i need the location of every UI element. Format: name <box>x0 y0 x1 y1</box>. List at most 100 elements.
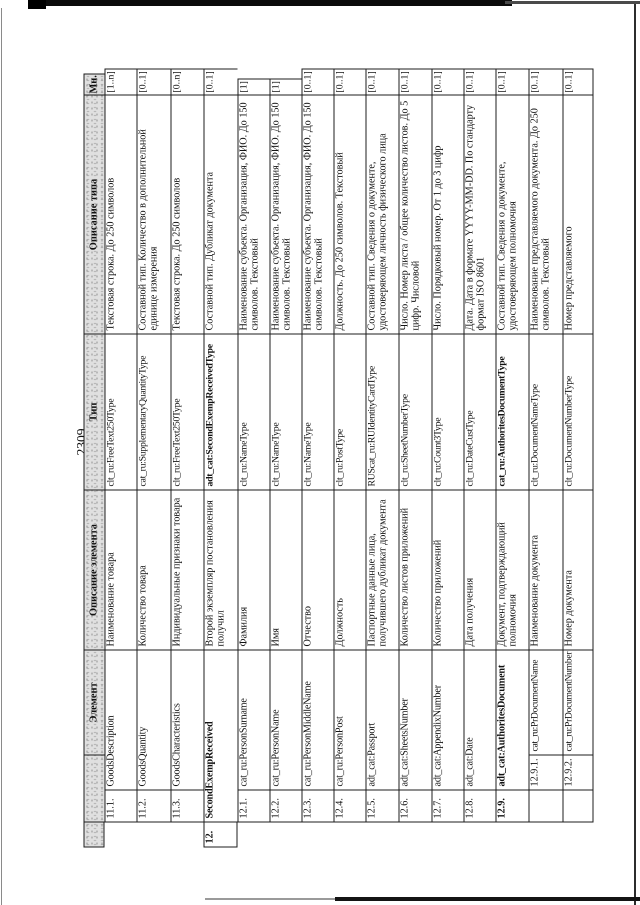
header-cell-type-desc: Описание типа <box>83 95 105 335</box>
cell-element: cat_ru:PrDocumentName <box>528 650 563 756</box>
cell-type: clt_ru:PostType <box>333 334 366 491</box>
cell-element-desc: Количество листов приложений <box>398 490 432 651</box>
cell-type: clt_ru:DateCustType <box>463 334 496 491</box>
cell-type-desc: Наименование субъекта. Организация, ФИО.… <box>237 95 270 335</box>
cell-num: 11.3. <box>170 790 204 823</box>
row-indent-spacer <box>464 823 496 848</box>
table-row: 12.6. adt_cat:SheetsNumber Количество ли… <box>398 61 432 848</box>
cell-element: cat_ru:PersonMiddleName <box>301 650 334 791</box>
cell-element-desc: Отчество <box>301 490 334 651</box>
table-row: 11.2. GoodsQuantity Количество товара ca… <box>136 61 171 848</box>
cell-type: clt_ru:Count3Type <box>431 334 464 491</box>
header-cell-mult: Мн. <box>83 73 105 96</box>
cell-type: clt_ru:DocumentNameType <box>528 334 563 491</box>
cell-type: clt_ru:FreeText250Type <box>104 334 137 491</box>
scan-edge-top-tail <box>505 1 640 4</box>
row-indent-spacer <box>399 823 432 848</box>
cell-type-desc: Должность. До 250 символов. Текстовый <box>333 95 366 335</box>
cell-element-desc: Наименование документа <box>528 490 563 651</box>
cell-type: clt_ru:NameType <box>237 334 270 491</box>
cell-type-desc: Составной тип. Количество в дополнительн… <box>136 95 171 335</box>
cell-mult: [0..1] <box>431 68 464 96</box>
cell-num: 12. <box>203 822 238 848</box>
cell-type: clt_ru:FreeText250Type <box>170 334 204 491</box>
cell-element-desc: Наименование товара <box>104 490 137 651</box>
cell-element: GoodsCharacteristics <box>170 650 204 791</box>
cell-num: 12.9.2. <box>562 755 594 791</box>
row-indent-spacer <box>529 823 563 848</box>
cell-type-desc: Номер представляемого <box>562 95 594 335</box>
cell-element-desc: Должность <box>333 490 366 651</box>
cell-type: adt_cat:SecondExempReceivedType <box>203 334 238 491</box>
table-row: 12.4. cat_ru:PersonPost Должность clt_ru… <box>333 61 366 848</box>
cell-mult: [0..1] <box>203 68 238 96</box>
scan-edge-bottom-gray <box>205 898 335 900</box>
cell-mult: [0..1] <box>333 68 366 96</box>
table-row: 12.2. cat_ru:PersonName Имя clt_ru:NameT… <box>269 61 302 848</box>
cell-element-desc: Дата получения <box>463 490 496 651</box>
cell-element: adt_cat:AuthoritesDocument <box>495 650 529 791</box>
cell-element: adt_cat:AppendixNumber <box>431 650 464 791</box>
rotated-table: Элемент Описание элемента Тип Описание т… <box>83 61 594 848</box>
table-row: 12.9.2. cat_ru:PrDocumentNumber Номер до… <box>562 61 594 848</box>
cell-mult: [1] <box>237 78 270 96</box>
scan-edge-top <box>28 0 512 6</box>
cell-type-desc: Составной тип. Сведения о документе, удо… <box>365 95 399 335</box>
cell-num: 12.9.1. <box>528 755 563 791</box>
cell-mult: [0..1] <box>365 68 399 96</box>
table-row: 11.1. GoodsDescription Наименование това… <box>104 61 137 848</box>
cell-mult: [0..1] <box>463 68 496 96</box>
cell-element: SecondExempReceived <box>203 650 238 823</box>
cell-num: 11.1. <box>104 790 137 823</box>
cell-element-desc: Количество приложений <box>431 490 464 651</box>
cell-element-desc: Второй экземпляр постановления получил <box>203 490 238 651</box>
cell-mult: [0..1] <box>136 68 171 96</box>
cell-type: clt_ru:DocumentNumberType <box>562 334 594 491</box>
cell-num: 12.4. <box>333 790 366 823</box>
cell-element-desc: Количество товара <box>136 490 171 651</box>
cell-type: clt_ru:NameType <box>301 334 334 491</box>
cell-num: 12.8. <box>463 790 496 823</box>
cell-element-desc: Документ, подтверждающий полномочия <box>495 490 529 651</box>
table-row: 12.7. adt_cat:AppendixNumber Количество … <box>431 61 464 848</box>
header-cell-element-desc: Описание элемента <box>83 490 105 651</box>
cell-element-desc: Индивидуальные признаки товара <box>170 490 204 651</box>
cell-type: clt_ru:NameType <box>269 334 302 491</box>
row-indent-spacer <box>563 823 594 848</box>
cell-type: RUScat_ru:RUIdentityCardType <box>365 334 399 491</box>
cell-element: cat_ru:PersonName <box>269 650 302 791</box>
cell-mult: [0..n] <box>170 68 204 96</box>
table-row: 12.9.1. cat_ru:PrDocumentName Наименован… <box>528 61 563 848</box>
scan-edge-bottom-black <box>335 897 640 901</box>
cell-num: 12.9. <box>495 790 529 823</box>
row-indent-spacer <box>432 823 464 848</box>
cell-num: 11.2. <box>136 790 171 823</box>
empty-cell <box>562 790 594 823</box>
row-indent-spacer <box>496 823 529 848</box>
cell-type: cat_ru:AuthoritesDocumentType <box>495 334 529 491</box>
cell-num: 12.3. <box>301 790 334 823</box>
cell-element: adt_cat:SheetsNumber <box>398 650 432 791</box>
row-indent-spacer <box>105 823 137 848</box>
table-row: 12.5. adt_cat:Passport Паспортные данные… <box>365 61 399 848</box>
cell-element: adt_cat:Date <box>463 650 496 791</box>
cell-num: 12.5. <box>365 790 399 823</box>
cell-num: 12.7. <box>431 790 464 823</box>
table-section-row: 12.9. adt_cat:AuthoritesDocument Докумен… <box>495 61 529 848</box>
row-indent-spacer <box>334 823 366 848</box>
cell-type-desc: Дата. Дата в формате YYYY-MM-DD. По стан… <box>463 95 496 335</box>
header-cell-element: Элемент <box>83 650 105 756</box>
cell-type-desc: Составной тип. Сведения о документе, удо… <box>495 95 529 335</box>
cell-element: cat_ru:PersonSurname <box>237 650 270 791</box>
cell-mult: [0..1] <box>495 68 529 96</box>
cell-element: adt_cat:Passport <box>365 650 399 791</box>
cell-mult: [0..1] <box>301 68 334 96</box>
table-section-row: 12. SecondExempReceived Второй экземпляр… <box>203 61 238 848</box>
cell-type-desc: Текстовая строка. До 250 символов <box>104 95 137 335</box>
table-row: 11.3. GoodsCharacteristics Индивидуальны… <box>170 61 204 848</box>
header-cell-num-inner <box>83 755 105 823</box>
row-indent-spacer <box>238 823 270 848</box>
cell-type-desc: Наименование субъекта. Организация, ФИО.… <box>269 95 302 335</box>
cell-num: 12.2. <box>269 790 302 823</box>
cell-type-desc: Число. Номер листа / общее количество ли… <box>398 95 432 335</box>
